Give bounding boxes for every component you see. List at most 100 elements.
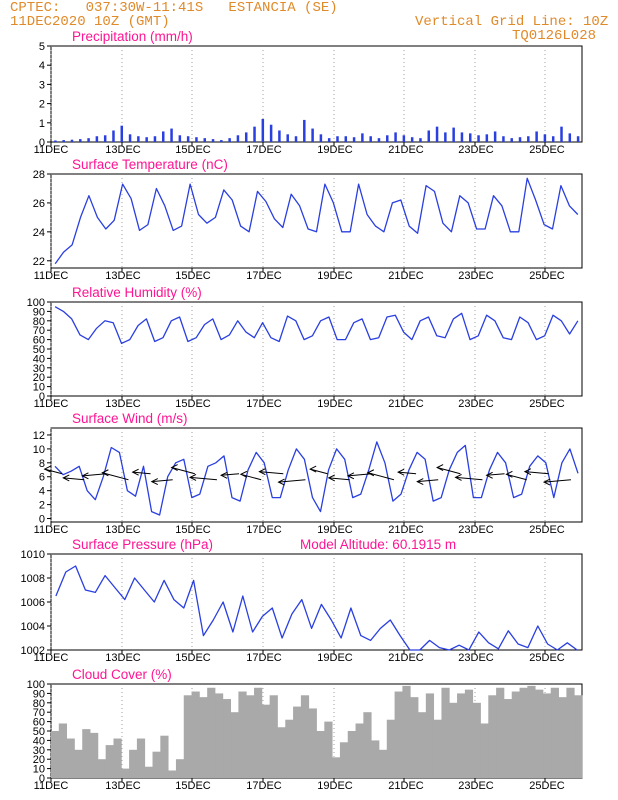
cloud-bar bbox=[425, 693, 435, 778]
cloud-bar bbox=[566, 687, 575, 778]
precip-bar bbox=[137, 136, 140, 142]
x-tick-label: 15DEC bbox=[175, 270, 211, 282]
y-tick-label: 24 bbox=[33, 227, 45, 239]
x-tick-label: 21DEC bbox=[388, 398, 424, 410]
wind-arrow bbox=[221, 473, 240, 476]
cloud-bar bbox=[527, 685, 536, 778]
panel-frame bbox=[50, 301, 583, 397]
y-tick-label: 50 bbox=[33, 726, 45, 738]
wind-arrow bbox=[132, 471, 151, 475]
series-line bbox=[54, 177, 579, 265]
wind-arrow-head bbox=[542, 478, 551, 486]
series-line bbox=[55, 565, 578, 651]
cloud-bar bbox=[558, 697, 567, 778]
cloud-bar bbox=[82, 729, 91, 778]
wind-arrow bbox=[328, 477, 350, 481]
y-tick-label: 40 bbox=[33, 735, 45, 747]
wind-arrow bbox=[506, 473, 527, 481]
precip-bar bbox=[344, 136, 348, 142]
cloud-bar bbox=[488, 695, 497, 778]
cloud-bar bbox=[246, 695, 255, 778]
cloud-bar bbox=[277, 727, 286, 778]
wind-arrow bbox=[437, 467, 461, 475]
panel-frame bbox=[50, 553, 583, 651]
wind-arrow-head bbox=[43, 465, 51, 473]
y-tick-label: 0 bbox=[39, 391, 45, 403]
cloud-bar bbox=[433, 719, 442, 778]
station-line: CPTEC: 037:30W-11:41S ESTANCIA (SE) bbox=[10, 0, 338, 16]
precip-bar bbox=[493, 131, 497, 142]
y-tick-label: 80 bbox=[33, 698, 45, 710]
y-tick-label: 10 bbox=[33, 382, 45, 394]
cloud-bar bbox=[535, 689, 544, 778]
precip-bar bbox=[170, 128, 173, 142]
precip-bar bbox=[286, 134, 289, 142]
series-line bbox=[54, 441, 579, 516]
cloud-bar bbox=[300, 695, 310, 778]
y-tick-label: 3 bbox=[39, 79, 45, 91]
y-tick-label: 70 bbox=[33, 325, 45, 337]
x-tick-label: 25DEC bbox=[529, 652, 565, 664]
precip-bar bbox=[361, 133, 364, 142]
x-tick-label: 13DEC bbox=[105, 652, 141, 664]
cloud-bar bbox=[152, 751, 161, 778]
cloud-bar bbox=[363, 712, 372, 778]
x-tick-label: 11DEC bbox=[34, 652, 69, 664]
x-tick-label: 23DEC bbox=[458, 780, 494, 792]
cloud-bar bbox=[472, 702, 481, 778]
precip-bar bbox=[468, 133, 472, 142]
precip-bar bbox=[410, 137, 414, 142]
cloud-bar bbox=[254, 687, 263, 778]
x-tick-label: 11DEC bbox=[34, 780, 69, 792]
precip-bar bbox=[377, 138, 381, 142]
y-tick-label: 60 bbox=[33, 717, 45, 729]
precip-bar bbox=[336, 136, 339, 142]
precip-bar bbox=[70, 139, 74, 142]
cloud-bar bbox=[511, 691, 520, 778]
x-tick-label: 25DEC bbox=[529, 398, 565, 410]
cloud-bar bbox=[51, 731, 60, 778]
x-tick-label: 11DEC bbox=[34, 398, 69, 410]
cloud-bar bbox=[175, 759, 185, 778]
cloud-bar bbox=[238, 691, 247, 778]
wind-arrow-head bbox=[220, 471, 228, 479]
precip-bar bbox=[402, 135, 406, 142]
wind-arrow bbox=[240, 473, 262, 481]
wind-arrow bbox=[347, 473, 372, 477]
cloud-bar bbox=[207, 687, 216, 778]
wind-arrow bbox=[102, 472, 129, 481]
cloud-bar bbox=[355, 723, 364, 778]
y-tick-label: 5 bbox=[39, 41, 45, 53]
y-tick-label: 30 bbox=[33, 363, 45, 375]
precip-bar bbox=[62, 140, 65, 142]
cloud-bar bbox=[58, 723, 68, 778]
x-tick-label: 17DEC bbox=[246, 398, 282, 410]
cloud-bar bbox=[97, 759, 107, 778]
precip-bar bbox=[510, 138, 513, 142]
wind-arrow bbox=[455, 476, 483, 481]
wind-arrow bbox=[524, 471, 549, 475]
cloud-bar bbox=[160, 735, 169, 778]
x-tick-label: 25DEC bbox=[529, 270, 565, 282]
date-line: 11DEC2020 10Z (GMT) bbox=[10, 14, 170, 30]
cloud-bar bbox=[269, 695, 278, 778]
x-tick-label: 13DEC bbox=[105, 144, 141, 156]
precip-bar bbox=[294, 136, 298, 142]
wind-arrow-head bbox=[150, 478, 158, 486]
wind-arrow-head bbox=[277, 478, 285, 486]
precip-bar bbox=[236, 135, 240, 142]
x-tick-label: 21DEC bbox=[388, 652, 424, 664]
wind-arrow-head bbox=[101, 469, 109, 477]
cloud-bar bbox=[199, 697, 208, 778]
y-tick-label: 22 bbox=[33, 256, 45, 268]
wind-arrow-head bbox=[131, 468, 139, 476]
wind-arrow bbox=[486, 473, 505, 476]
wind-arrow-head bbox=[346, 472, 355, 480]
x-tick-label: 23DEC bbox=[458, 398, 494, 410]
precip-bar bbox=[568, 133, 572, 142]
cloud-bar bbox=[293, 706, 302, 778]
precip-bar bbox=[352, 137, 356, 142]
precip-bar bbox=[303, 119, 306, 142]
cloud-bar bbox=[144, 766, 153, 778]
